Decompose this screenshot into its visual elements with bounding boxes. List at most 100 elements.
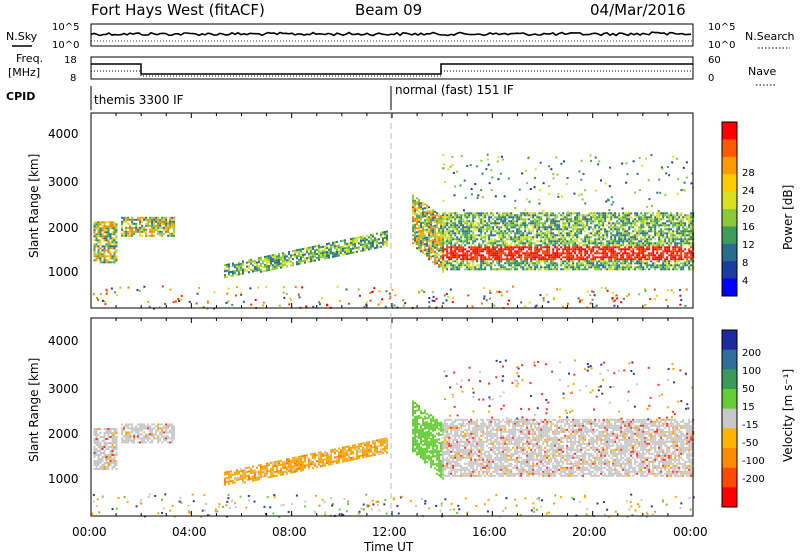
echo-cell bbox=[594, 252, 597, 255]
echo-cell bbox=[658, 244, 661, 247]
echo-cell bbox=[652, 264, 655, 267]
echo-cell bbox=[446, 230, 449, 233]
echo-cell bbox=[538, 258, 541, 261]
echo-cell bbox=[620, 266, 623, 269]
echo-cell bbox=[293, 458, 296, 461]
echo-cell bbox=[568, 246, 571, 249]
echo-cell bbox=[426, 220, 429, 223]
echo-cell bbox=[297, 250, 300, 253]
echo-cell bbox=[652, 226, 655, 229]
echo-cell bbox=[632, 248, 635, 251]
echo-cell bbox=[520, 301, 523, 304]
echo-cell bbox=[506, 262, 509, 265]
echo-cell bbox=[434, 224, 437, 227]
echo-cell bbox=[414, 223, 417, 226]
echo-cell bbox=[305, 249, 308, 252]
echo-cell bbox=[674, 248, 677, 251]
echo-cell bbox=[550, 236, 553, 239]
echo-cell bbox=[621, 207, 624, 210]
nave-tick-top: 60 bbox=[708, 55, 721, 66]
echo-cell bbox=[540, 266, 543, 269]
echo-cell bbox=[672, 216, 675, 219]
echo-cell bbox=[97, 456, 100, 458]
echo-cell bbox=[436, 248, 439, 251]
echo-cell bbox=[684, 214, 687, 217]
echo-cell bbox=[584, 238, 587, 241]
echo-cell bbox=[518, 236, 521, 239]
echo-cell bbox=[361, 235, 364, 238]
echo-cell bbox=[672, 250, 675, 253]
echo-cell bbox=[640, 230, 643, 233]
echo-cell bbox=[618, 240, 621, 243]
echo-cell bbox=[355, 236, 358, 239]
echo-cell bbox=[516, 224, 519, 227]
echo-cell bbox=[347, 248, 350, 251]
echo-cell bbox=[157, 439, 160, 442]
echo-cell bbox=[135, 427, 138, 430]
echo-cell bbox=[554, 224, 557, 227]
echo-cell bbox=[518, 216, 521, 219]
echo-cell bbox=[546, 216, 549, 219]
echo-cell bbox=[277, 253, 280, 256]
echo-cell bbox=[604, 256, 607, 259]
echo-cell bbox=[484, 262, 487, 265]
echo-cell bbox=[610, 228, 613, 231]
echo-cell bbox=[466, 220, 469, 223]
echo-cell bbox=[131, 425, 134, 428]
echo-cell bbox=[666, 250, 669, 253]
echo-cell bbox=[490, 238, 493, 241]
echo-cell bbox=[499, 172, 502, 175]
echo-cell bbox=[113, 464, 116, 466]
echo-cell bbox=[598, 226, 601, 229]
echo-cell bbox=[630, 256, 633, 259]
echo-cell bbox=[93, 438, 96, 440]
echo-cell bbox=[506, 212, 509, 215]
echo-cell bbox=[592, 222, 595, 225]
echo-cell bbox=[476, 197, 479, 200]
echo-cell bbox=[590, 250, 593, 253]
echo-cell bbox=[109, 462, 112, 464]
echo-cell bbox=[255, 265, 258, 268]
echo-cell bbox=[644, 258, 647, 261]
echo-cell bbox=[520, 222, 523, 225]
echo-cell bbox=[602, 214, 605, 217]
echo-cell bbox=[474, 250, 477, 253]
echo-cell bbox=[580, 258, 583, 261]
echo-cell bbox=[640, 218, 643, 221]
echo-cell bbox=[442, 212, 445, 215]
echo-cell bbox=[574, 268, 577, 271]
echo-cell bbox=[131, 427, 134, 430]
echo-cell bbox=[241, 268, 244, 271]
echo-cell bbox=[434, 260, 437, 263]
echo-cell bbox=[339, 250, 342, 253]
echo-cell bbox=[434, 250, 437, 253]
echo-cell bbox=[684, 248, 687, 251]
echo-cell bbox=[464, 228, 467, 231]
echo-cell bbox=[247, 470, 250, 473]
echo-cell bbox=[323, 253, 326, 256]
echo-cell bbox=[589, 302, 592, 305]
echo-cell bbox=[534, 256, 537, 259]
echo-cell bbox=[610, 256, 613, 259]
echo-cell bbox=[516, 222, 519, 225]
echo-cell bbox=[472, 258, 475, 261]
echo-cell bbox=[596, 224, 599, 227]
echo-cell bbox=[343, 247, 346, 250]
echo-cell bbox=[301, 260, 304, 263]
echo-cell bbox=[672, 258, 675, 261]
echo-cell bbox=[470, 234, 473, 237]
echo-cell bbox=[622, 260, 625, 263]
echo-cell bbox=[115, 460, 118, 462]
echo-cell bbox=[161, 222, 164, 225]
echo-cell bbox=[365, 246, 368, 249]
echo-cell bbox=[658, 248, 661, 251]
echo-cell bbox=[522, 220, 525, 223]
echo-cell bbox=[546, 244, 549, 247]
echo-cell bbox=[494, 250, 497, 253]
echo-cell bbox=[576, 232, 579, 235]
echo-cell bbox=[442, 163, 445, 166]
echo-cell bbox=[596, 218, 599, 221]
echo-cell bbox=[572, 244, 575, 247]
echo-cell bbox=[289, 465, 292, 468]
echo-cell bbox=[496, 260, 499, 263]
